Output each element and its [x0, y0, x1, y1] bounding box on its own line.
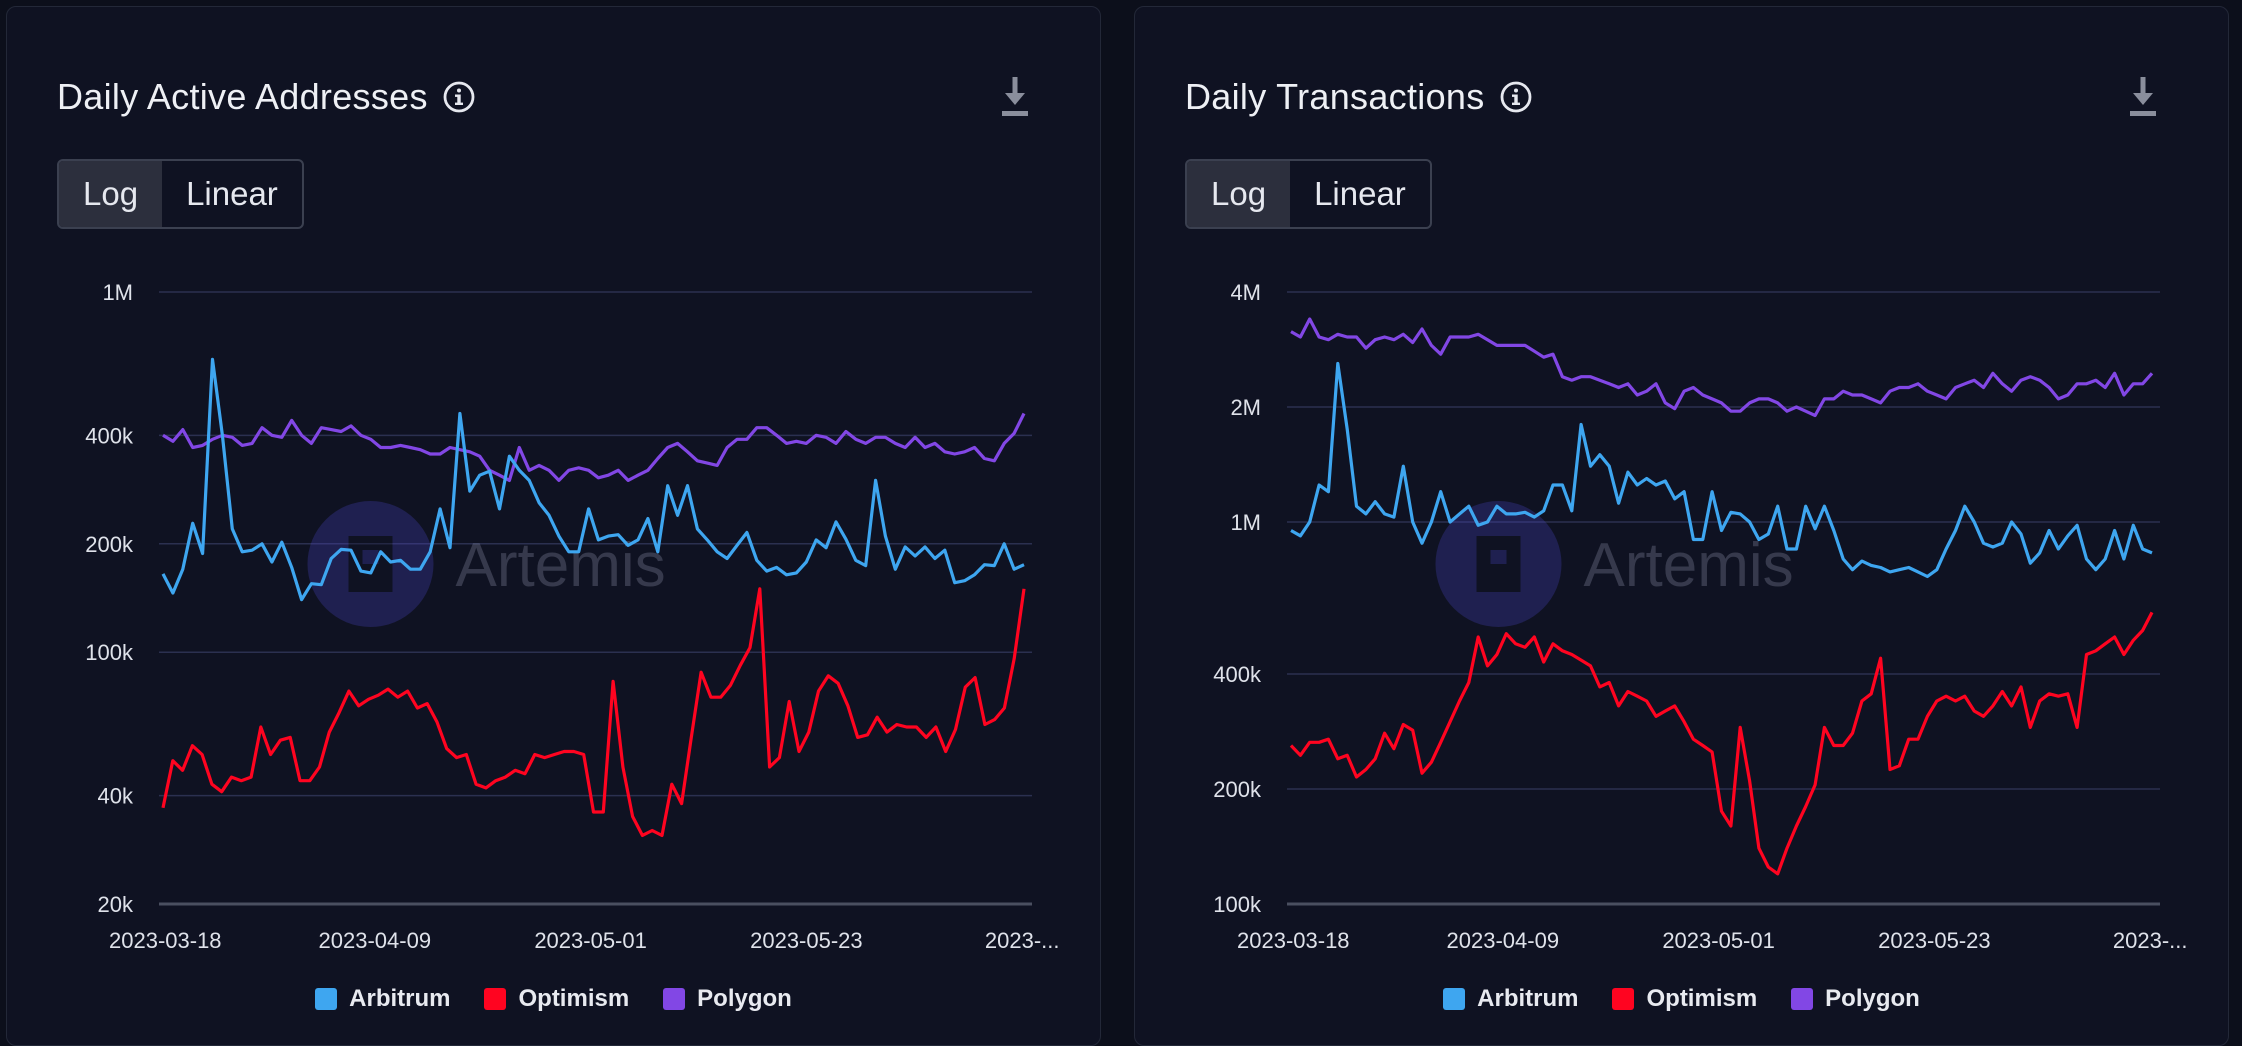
download-icon[interactable] [2128, 75, 2158, 119]
download-icon[interactable] [1000, 75, 1030, 119]
legend-item-optimism[interactable]: Optimism [484, 985, 629, 1013]
series-line-optimism[interactable] [1289, 611, 2154, 876]
x-tick-label: 2023-... [985, 928, 1060, 953]
x-tick-label: 2023-04-09 [319, 928, 432, 953]
series-line-optimism[interactable] [161, 587, 1026, 838]
info-icon[interactable] [1499, 80, 1533, 114]
y-tick-label: 20k [98, 892, 134, 917]
legend-label: Arbitrum [1477, 985, 1579, 1012]
legend-label: Polygon [1825, 985, 1920, 1012]
artemis-watermark: Artemis [307, 501, 666, 627]
x-tick-label: 2023-... [2113, 928, 2188, 953]
legend-label: Optimism [518, 985, 630, 1012]
legend-swatch [663, 988, 686, 1010]
chart-card-daily-transactions: Daily Transactions Log Linear 4M 2M 1M 400k… [1134, 6, 2229, 1046]
scale-toggle: Log Linear [1185, 159, 1432, 229]
y-tick-label: 4M [1230, 280, 1261, 305]
y-tick-label: 1M [1230, 510, 1261, 535]
linear-toggle-button[interactable]: Linear [1314, 175, 1406, 212]
legend-swatch [315, 988, 338, 1010]
scale-toggle: Log Linear [57, 159, 304, 229]
chart-card-daily-active-addresses: Daily Active Addresses Log Linear 1M 400k… [6, 6, 1101, 1046]
y-tick-label: 200k [1213, 777, 1262, 802]
y-tick-label: 200k [85, 532, 134, 557]
y-tick-label: 2M [1230, 395, 1261, 420]
watermark-logo [1435, 501, 1562, 627]
chart-title: Daily Active Addresses [57, 76, 428, 117]
chart-legend: Arbitrum Optimism Polygon [7, 985, 1100, 1013]
x-tick-label: 2023-05-01 [534, 928, 647, 953]
card-header: Daily Transactions [1185, 69, 1533, 125]
watermark-logo [307, 501, 434, 627]
legend-label: Polygon [697, 985, 792, 1012]
card-header: Daily Active Addresses [57, 69, 476, 125]
y-tick-label: 100k [85, 640, 134, 665]
legend-item-polygon[interactable]: Polygon [1791, 985, 1920, 1013]
legend-item-optimism[interactable]: Optimism [1612, 985, 1757, 1013]
series-line-polygon[interactable] [162, 412, 1026, 482]
y-tick-label: 1M [102, 280, 133, 305]
chart-title: Daily Transactions [1185, 76, 1485, 117]
y-tick-label: 40k [98, 784, 134, 809]
info-icon[interactable] [442, 80, 476, 114]
watermark-text: Artemis [1584, 531, 1794, 600]
y-tick-label: 100k [1213, 892, 1262, 917]
legend-item-polygon[interactable]: Polygon [663, 985, 792, 1013]
legend-swatch [1791, 988, 1814, 1010]
x-tick-label: 2023-03-18 [1237, 928, 1350, 953]
x-tick-label: 2023-04-09 [1447, 928, 1560, 953]
x-tick-label: 2023-05-01 [1662, 928, 1775, 953]
artemis-watermark: Artemis [1435, 501, 1794, 627]
x-tick-label: 2023-05-23 [1878, 928, 1991, 953]
chart-legend: Arbitrum Optimism Polygon [1135, 985, 2228, 1013]
series-line-arbitrum[interactable] [161, 357, 1025, 602]
watermark-logo-mark [1476, 536, 1521, 592]
log-toggle-button[interactable]: Log [1187, 161, 1291, 227]
watermark-logo-mark [362, 550, 379, 564]
legend-label: Optimism [1646, 985, 1758, 1012]
legend-label: Arbitrum [349, 985, 451, 1012]
legend-item-arbitrum[interactable]: Arbitrum [1443, 985, 1578, 1013]
legend-swatch [1612, 988, 1635, 1010]
line-chart: 1M 400k 200k 100k 40k 20k 2023-03-18 2023-04-09… [85, 280, 1060, 953]
x-tick-label: 2023-05-23 [750, 928, 863, 953]
line-chart: 4M 2M 1M 400k 200k 100k 2023-03-18 2023-04-09 20… [1213, 280, 2188, 953]
watermark-logo-mark [1490, 550, 1507, 564]
legend-swatch [484, 988, 507, 1010]
series-line-polygon[interactable] [1290, 317, 2154, 418]
series-line-arbitrum[interactable] [1290, 361, 2153, 579]
y-tick-label: 400k [85, 423, 134, 448]
y-tick-label: 400k [1213, 662, 1262, 687]
legend-item-arbitrum[interactable]: Arbitrum [315, 985, 450, 1013]
log-toggle-button[interactable]: Log [59, 161, 163, 227]
legend-swatch [1443, 988, 1466, 1010]
x-tick-label: 2023-03-18 [109, 928, 222, 953]
linear-toggle-button[interactable]: Linear [186, 175, 278, 212]
